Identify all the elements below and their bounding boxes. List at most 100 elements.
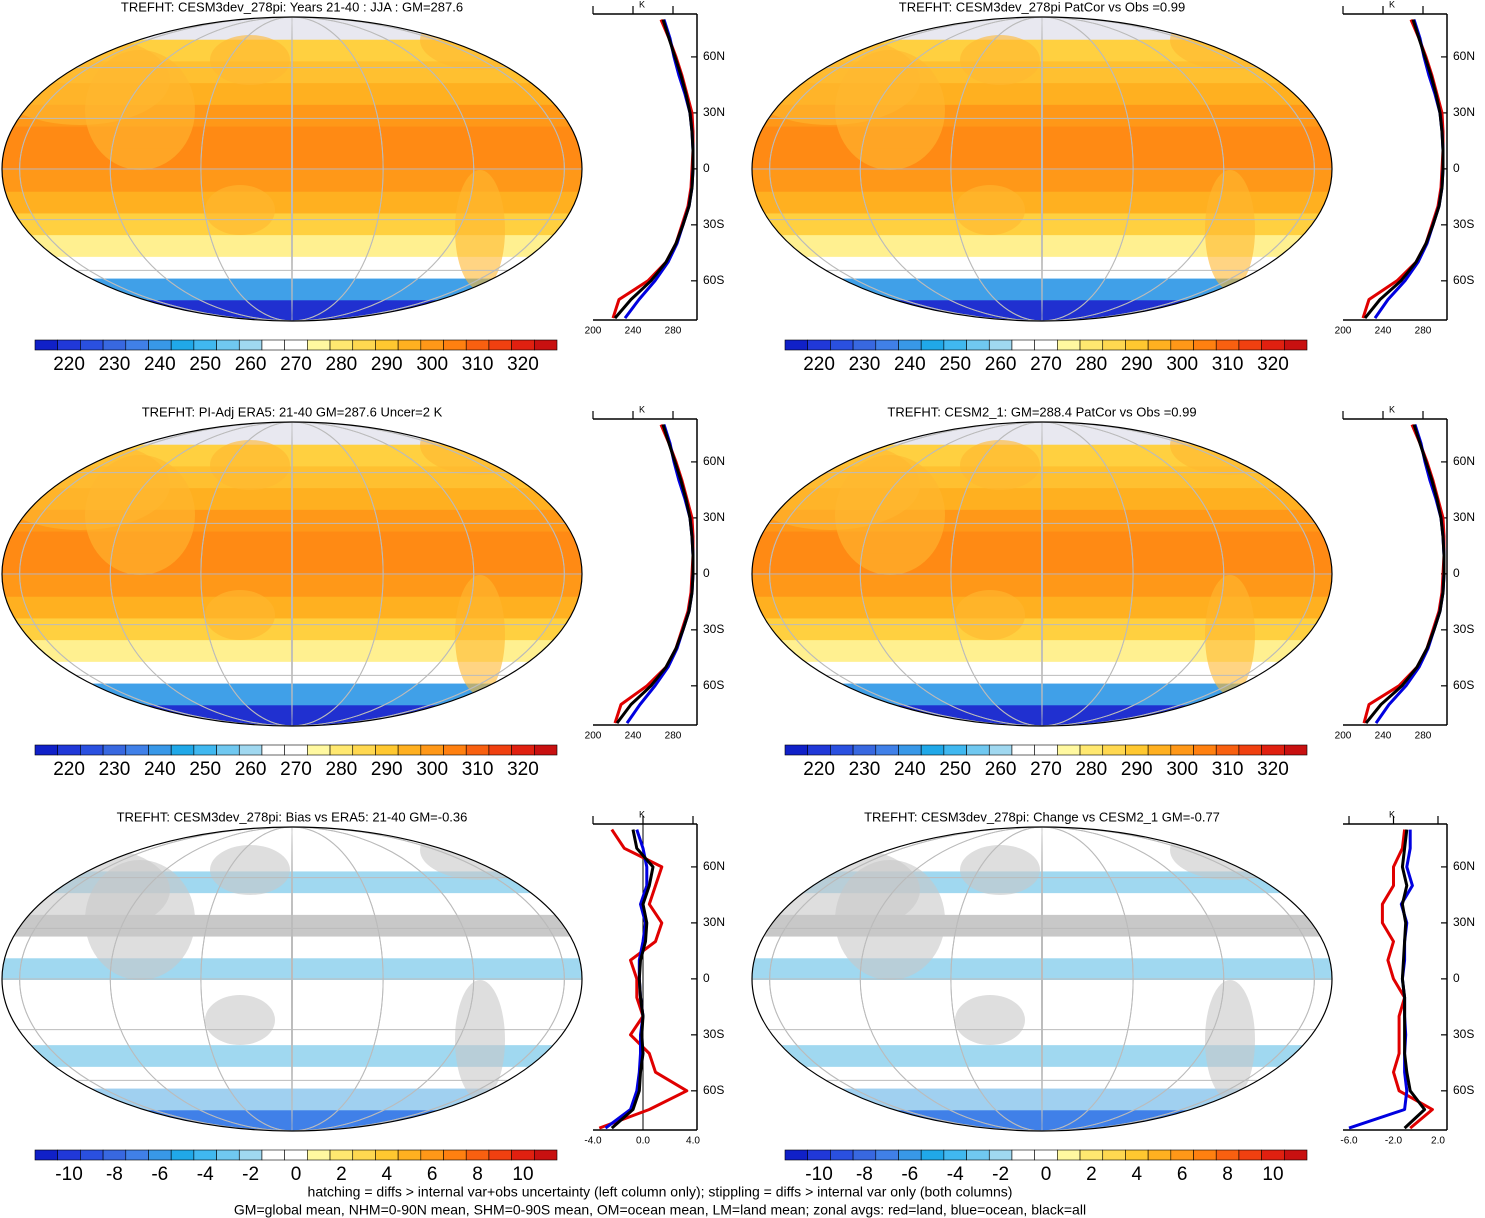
colorbar-box bbox=[1170, 339, 1194, 351]
map bbox=[752, 422, 1332, 726]
map-meridian bbox=[859, 422, 1225, 726]
footnote: hatching = diffs > internal var+obs unce… bbox=[308, 1184, 1013, 1200]
colorbar-box bbox=[1034, 339, 1058, 351]
zonal-line bbox=[1400, 829, 1427, 1130]
colorbar-box bbox=[1215, 339, 1240, 351]
colorbar-box bbox=[488, 339, 512, 351]
colorbar-box bbox=[34, 339, 58, 351]
colorbar-label: 300 bbox=[416, 759, 448, 780]
colorbar-box bbox=[1102, 744, 1126, 756]
map-border bbox=[1, 421, 583, 727]
x-tick-label: 240 bbox=[1375, 731, 1392, 742]
x-tick-label: 240 bbox=[625, 731, 642, 742]
colorbar-box bbox=[943, 1149, 967, 1161]
x-axis-label: K bbox=[1389, 0, 1395, 9]
colorbar-box bbox=[420, 1149, 444, 1161]
colorbar-box bbox=[148, 339, 172, 351]
colorbar-label: 230 bbox=[99, 354, 131, 375]
colorbar-box bbox=[852, 1149, 877, 1161]
colorbar-label: 320 bbox=[1257, 759, 1289, 780]
colorbar-label: 310 bbox=[1212, 354, 1244, 375]
colorbar-box bbox=[1215, 744, 1240, 756]
colorbar-box bbox=[375, 744, 399, 756]
colorbar-box bbox=[1261, 339, 1285, 351]
colorbar-box bbox=[1261, 1149, 1285, 1161]
colorbar-box bbox=[784, 744, 808, 756]
map-meridian bbox=[1041, 17, 1043, 321]
colorbar-box bbox=[1011, 1149, 1035, 1161]
colorbar-label: 320 bbox=[1257, 354, 1289, 375]
colorbar-label: -4 bbox=[947, 1164, 964, 1185]
colorbar-box bbox=[261, 744, 285, 756]
land-hint bbox=[85, 860, 195, 980]
x-tick-label: 200 bbox=[585, 326, 602, 337]
y-tick-label: 60N bbox=[1453, 454, 1475, 468]
land-hint bbox=[960, 440, 1040, 490]
colorbar-box bbox=[1057, 1149, 1081, 1161]
panel-title: TREFHT: PI-Adj ERA5: 21-40 GM=287.6 Unce… bbox=[142, 404, 443, 419]
y-tick-label: 60N bbox=[703, 49, 725, 63]
colorbar-box bbox=[1011, 339, 1035, 351]
colorbar-box bbox=[465, 1149, 490, 1161]
colorbar-label: 220 bbox=[803, 759, 835, 780]
land-hint bbox=[210, 440, 290, 490]
y-tick-label: 30S bbox=[1453, 1027, 1474, 1041]
land-hint bbox=[455, 980, 505, 1100]
land-hint bbox=[835, 455, 945, 575]
y-tick-label: 60N bbox=[1453, 859, 1475, 873]
colorbar-box bbox=[534, 744, 558, 756]
colorbar-box bbox=[375, 1149, 399, 1161]
land-hint bbox=[420, 422, 540, 475]
colorbar-box bbox=[511, 744, 535, 756]
zonal-line bbox=[613, 424, 695, 724]
y-tick-label: 30N bbox=[703, 510, 725, 524]
colorbar-box bbox=[193, 744, 217, 756]
map-meridian bbox=[109, 17, 475, 321]
land-hint bbox=[835, 50, 945, 170]
colorbar-box bbox=[80, 339, 104, 351]
colorbar-box bbox=[511, 1149, 535, 1161]
y-tick-label: 0 bbox=[703, 161, 710, 175]
colorbar-box bbox=[488, 744, 512, 756]
colorbar-label: 4 bbox=[1131, 1164, 1142, 1185]
colorbar-box bbox=[898, 744, 922, 756]
y-tick-label: 60S bbox=[703, 273, 724, 287]
panel-title: TREFHT: CESM2_1: GM=288.4 PatCor vs Obs … bbox=[887, 404, 1196, 419]
land-hint bbox=[1205, 980, 1255, 1100]
colorbar-label: -2 bbox=[992, 1164, 1009, 1185]
x-axis-label: K bbox=[1389, 404, 1395, 414]
y-tick-label: 60N bbox=[703, 454, 725, 468]
map-border bbox=[751, 826, 1333, 1132]
colorbar-label: -10 bbox=[55, 1164, 82, 1185]
colorbar-label: 250 bbox=[189, 354, 221, 375]
colorbar-label: 320 bbox=[507, 354, 539, 375]
x-tick-label: 240 bbox=[625, 326, 642, 337]
colorbar-box bbox=[1170, 744, 1194, 756]
colorbar-box bbox=[830, 1149, 854, 1161]
colorbar-box bbox=[898, 339, 922, 351]
colorbar-label: 0 bbox=[291, 1164, 302, 1185]
y-tick-label: 30N bbox=[703, 915, 725, 929]
zonal-line bbox=[1373, 19, 1445, 319]
y-tick-label: 60S bbox=[703, 678, 724, 692]
colorbar-label: 270 bbox=[1030, 759, 1062, 780]
y-tick-label: 0 bbox=[1453, 971, 1460, 985]
land-hint bbox=[205, 995, 275, 1045]
colorbar-box bbox=[943, 744, 967, 756]
colorbar-label: 230 bbox=[99, 759, 131, 780]
colorbar-box bbox=[284, 744, 308, 756]
colorbar-label: 310 bbox=[1212, 759, 1244, 780]
colorbar-label: 290 bbox=[371, 759, 403, 780]
colorbar-label: 240 bbox=[144, 759, 176, 780]
colorbar-box bbox=[57, 339, 81, 351]
colorbar-label: 250 bbox=[939, 759, 971, 780]
colorbar-box bbox=[988, 339, 1013, 351]
footnote: GM=global mean, NHM=0-90N mean, SHM=0-90… bbox=[234, 1202, 1086, 1218]
x-tick-label: 280 bbox=[1415, 731, 1432, 742]
colorbar-label: 260 bbox=[985, 354, 1017, 375]
land-hint bbox=[955, 185, 1025, 235]
colorbar-label: 10 bbox=[1262, 1164, 1283, 1185]
zonal-line bbox=[1374, 424, 1446, 724]
panel-title: TREFHT: CESM3dev_278pi: Change vs CESM2_… bbox=[864, 809, 1220, 824]
